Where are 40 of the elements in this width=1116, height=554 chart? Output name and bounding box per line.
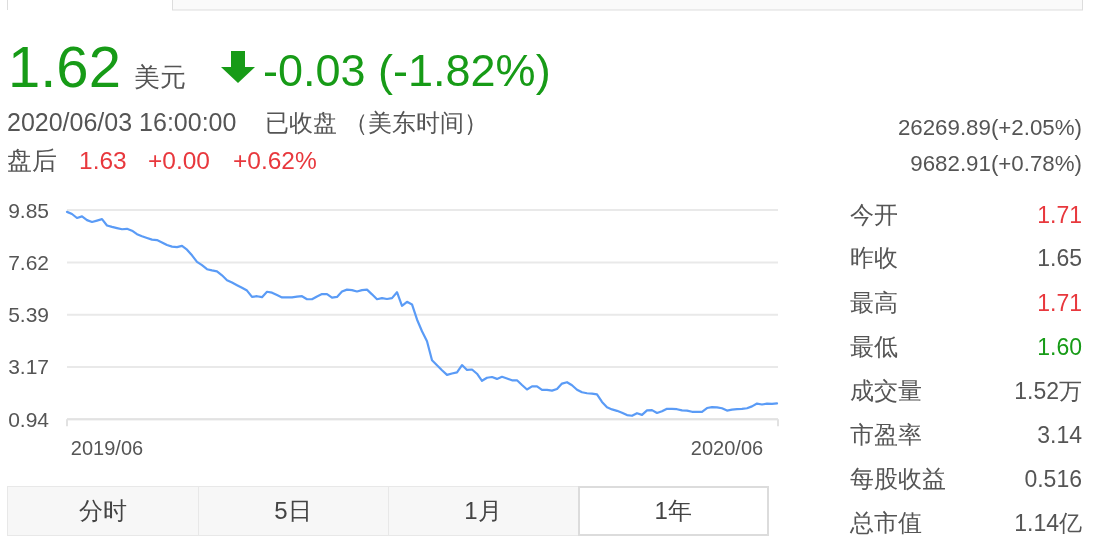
y-tick-label: 3.17 [8,355,49,379]
text: 美元 [134,62,186,92]
text: +0.62% [233,147,317,174]
text: +0.00 [148,147,210,174]
y-tick-label: 5.39 [8,303,49,327]
text: 5日 [197,486,389,536]
text: 0.516 [1024,466,1082,492]
text: 1.60 [1037,334,1082,360]
y-tick-label: 0.94 [8,407,50,431]
text: 成交量 [850,378,922,404]
text: 1.71 [1037,290,1082,316]
text: 最低 [850,334,898,360]
text: 26269.89(+2.05%) [897,115,1082,140]
text: （美东时间） [344,109,488,136]
text: 1.62 [8,34,121,99]
y-tick-label: 9.85 [8,198,49,222]
text: 1.65 [1037,245,1082,271]
text: 最高 [850,290,898,316]
text: 1月 [387,486,579,536]
text: -0.03 (-1.82%) [263,45,551,96]
x-tick-label: 2019/06 [70,437,144,459]
x-tick-label: 2020/06 [690,437,764,459]
text: 每股收益 [850,466,946,492]
text: 已收盘 [265,109,337,136]
y-tick-label: 7.62 [8,250,49,274]
text: 2020/06/03 16:00:00 [7,108,237,136]
text: 盘后 [7,147,57,174]
text: 分时 [7,486,199,536]
text: 昨收 [850,245,898,271]
text: 1.14亿 [1014,510,1082,536]
text: 3.14 [1037,422,1083,448]
text: 9682.91(+0.78%) [910,151,1082,176]
text: 今开 [850,202,898,228]
text: 1.71 [1037,202,1082,228]
text: 1.52万 [1014,378,1082,404]
text: 1.63 [79,147,127,174]
text: 1年 [577,486,769,536]
text: 总市值 [849,510,922,536]
text: 市盈率 [850,422,922,448]
line-series [65,210,779,417]
